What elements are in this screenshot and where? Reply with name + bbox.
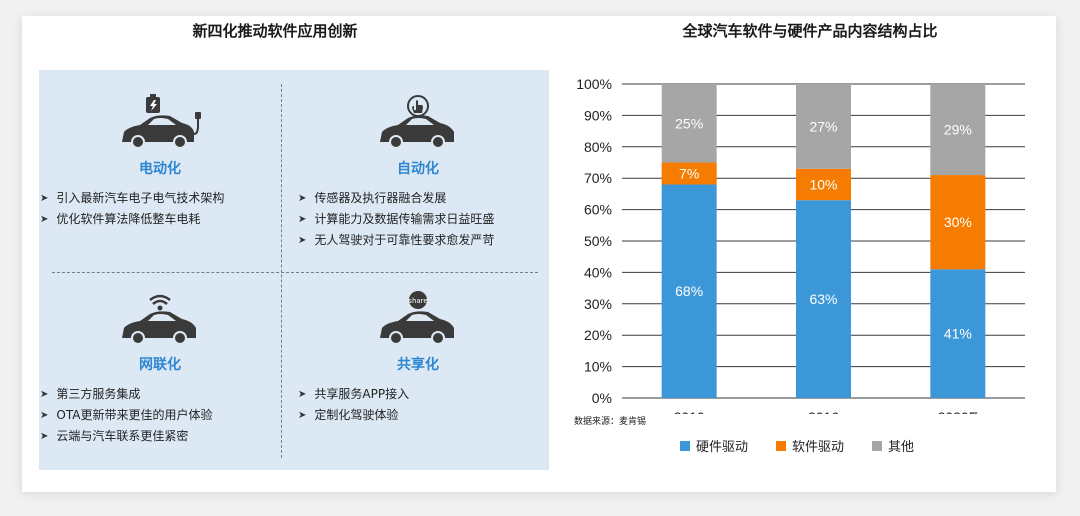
- quadrant-title: 自动化: [397, 161, 439, 177]
- bullet-arrow-icon: ➤: [298, 410, 307, 421]
- bullet-arrow-icon: ➤: [298, 214, 307, 225]
- y-tick-label: 0%: [592, 390, 612, 406]
- bar-segment: [930, 175, 986, 270]
- bullet-arrow-icon: ➤: [40, 389, 49, 400]
- y-tick-label: 70%: [584, 170, 612, 186]
- data-label: 30%: [944, 214, 972, 230]
- data-source: 数据来源：麦肯锡: [574, 417, 647, 427]
- list-item: ➤ 定制化驾驶体验: [298, 405, 409, 426]
- data-label: 27%: [809, 118, 837, 134]
- list-item: ➤ 无人驾驶对于可靠性要求愈发严苛: [298, 230, 494, 251]
- bullet-arrow-icon: ➤: [298, 193, 307, 204]
- bullet-arrow-icon: ➤: [40, 410, 49, 421]
- data-label: 25%: [675, 115, 703, 131]
- shared-car-icon: share: [298, 290, 538, 352]
- legend-swatch: [872, 440, 883, 451]
- quadrant-title: 电动化: [139, 161, 181, 177]
- quadrant-list: ➤ 传感器及执行器融合发展 ➤ 计算能力及数据传输需求日益旺盛 ➤ 无人驾驶对于可靠性…: [298, 188, 494, 251]
- legend-label: 硬件驱动: [696, 440, 749, 455]
- bullet-arrow-icon: ➤: [40, 193, 49, 204]
- data-label: 7%: [679, 165, 699, 181]
- bullet-arrow-icon: ➤: [40, 214, 49, 225]
- quadrant-title: 网联化: [139, 357, 181, 373]
- list-item: ➤ OTA更新带来更佳的用户体验: [40, 405, 212, 426]
- quadrant-list: ➤ 共享服务APP接入 ➤ 定制化驾驶体验: [298, 384, 409, 426]
- list-item: ➤ 云端与汽车联系更佳紧密: [40, 426, 212, 447]
- legend-swatch: [680, 440, 690, 451]
- bar-segment: [661, 184, 717, 398]
- list-item: ➤ 共享服务APP接入: [298, 384, 409, 405]
- bar-segment: [796, 84, 851, 169]
- chart-title: 全球汽车软件与硬件产品内容结构占比: [682, 22, 938, 40]
- y-tick-label: 100%: [576, 76, 612, 92]
- quadrant-list: ➤ 第三方服务集成 ➤ OTA更新带来更佳的用户体验 ➤ 云端与汽车联系更佳紧密: [40, 384, 212, 447]
- list-item: ➤ 优化软件算法降低整车电耗: [40, 209, 224, 230]
- y-tick-label: 30%: [584, 296, 612, 312]
- list-item: ➤ 第三方服务集成: [40, 384, 212, 405]
- chart-legend: 硬件驱动 软件驱动 其他: [680, 436, 914, 455]
- bar-segment: [796, 200, 851, 398]
- list-item: ➤ 引入最新汽车电子电气技术架构: [40, 188, 224, 209]
- y-tick-label: 40%: [584, 264, 612, 280]
- legend-item-hardware: 硬件驱动: [680, 436, 748, 455]
- data-label: 63%: [809, 291, 837, 307]
- bar-segment: [661, 162, 717, 185]
- x-tick-label: 2016: [808, 409, 839, 414]
- data-label: 29%: [944, 122, 972, 138]
- left-title: 新四化推动软件应用创新: [192, 22, 358, 40]
- y-tick-label: 50%: [584, 233, 612, 249]
- x-tick-label: 2030E: [938, 409, 978, 414]
- bullet-arrow-icon: ➤: [40, 431, 49, 442]
- y-tick-label: 20%: [584, 327, 612, 343]
- bullet-arrow-icon: ➤: [298, 389, 307, 400]
- connected-car-icon: [40, 290, 280, 352]
- bar-segment: [930, 269, 986, 398]
- x-tick-label: 2010: [674, 409, 705, 414]
- y-tick-label: 10%: [584, 359, 612, 375]
- electric-car-icon: [40, 94, 280, 156]
- quadrant-list: ➤ 引入最新汽车电子电气技术架构 ➤ 优化软件算法降低整车电耗: [40, 188, 224, 230]
- share-badge-text: share: [408, 297, 427, 305]
- list-item: ➤ 传感器及执行器融合发展: [298, 188, 494, 209]
- quadrant-title: 共享化: [397, 357, 439, 373]
- legend-label: 软件驱动: [792, 440, 845, 455]
- bullet-arrow-icon: ➤: [298, 235, 307, 246]
- stacked-bar-chart: 0% 10% 20% 30% 40% 50% 60% 70% 80% 90% 100% 68% 7% 25…: [576, 76, 1025, 414]
- list-item: ➤ 计算能力及数据传输需求日益旺盛: [298, 209, 494, 230]
- data-label: 68%: [675, 283, 703, 299]
- y-tick-label: 90%: [584, 107, 612, 123]
- horizontal-divider: [52, 272, 538, 273]
- legend-item-other: 其他: [872, 436, 914, 455]
- data-label: 10%: [809, 176, 837, 192]
- data-label: 41%: [944, 326, 972, 342]
- legend-label: 其他: [888, 440, 915, 455]
- bar-segment: [796, 168, 851, 201]
- y-tick-label: 80%: [584, 139, 612, 155]
- autonomous-car-icon: [298, 94, 538, 156]
- y-tick-label: 60%: [584, 202, 612, 218]
- bar-segment: [930, 84, 986, 176]
- bar-segment: [661, 84, 717, 163]
- vertical-divider: [281, 84, 282, 458]
- legend-swatch: [776, 440, 787, 451]
- legend-item-software: 软件驱动: [776, 436, 844, 455]
